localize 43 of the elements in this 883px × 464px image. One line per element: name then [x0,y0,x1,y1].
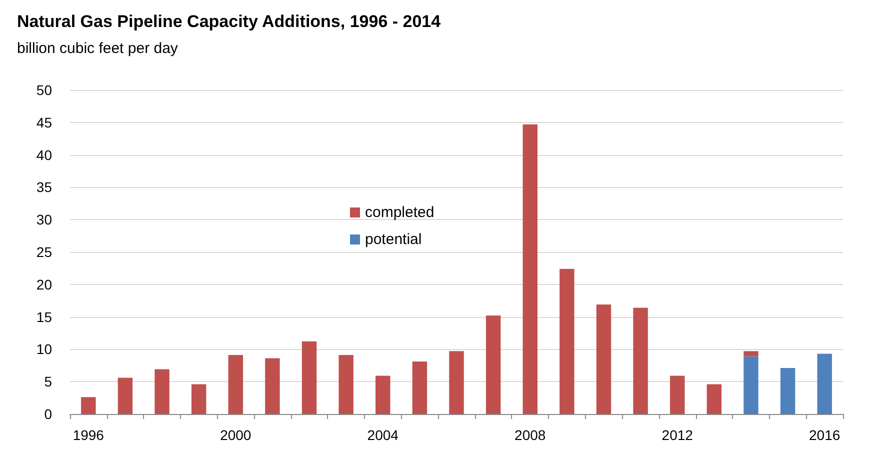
y-axis-title: billion cubic feet per day [17,40,178,57]
bar [81,397,96,414]
bar [817,354,832,414]
legend-label: potential [365,231,422,248]
y-tick-label: 25 [36,244,52,260]
y-tick-label: 50 [36,82,52,98]
bar [780,368,796,414]
bar [633,308,648,414]
bar [412,362,428,414]
bar [228,355,244,414]
bar [522,124,538,414]
chart-title: Natural Gas Pipeline Capacity Additions, 1996 - 2014 [17,12,442,31]
y-tick-label: 40 [36,146,52,163]
bar [596,304,612,414]
bar [191,384,206,414]
x-tick-label: 2008 [514,427,546,443]
y-tick-label: 35 [36,179,52,196]
x-tick-label: 1996 [72,427,104,443]
y-tick-label: 0 [44,406,52,422]
x-tick-label: 2012 [662,427,694,443]
y-tick-label: 20 [36,276,52,292]
legend-label: completed [365,204,434,221]
x-tick-label: 2004 [367,427,399,443]
bar [302,341,317,414]
bar [118,378,133,414]
bar [744,356,758,414]
y-tick-label: 5 [44,374,52,390]
y-tick-label: 45 [36,114,52,130]
bar [449,351,464,414]
bar [338,355,354,414]
bar [486,316,501,414]
y-tick-label: 30 [36,212,52,228]
bar [265,358,280,414]
bar [376,376,390,414]
bar [744,351,758,356]
x-tick-label: 2000 [220,427,252,443]
bar [670,376,685,414]
bar [706,384,722,414]
x-tick-label: 2016 [809,427,840,443]
y-tick-label: 15 [36,308,52,325]
bar [560,268,574,414]
bar [154,369,170,414]
y-tick-label: 10 [36,341,52,358]
